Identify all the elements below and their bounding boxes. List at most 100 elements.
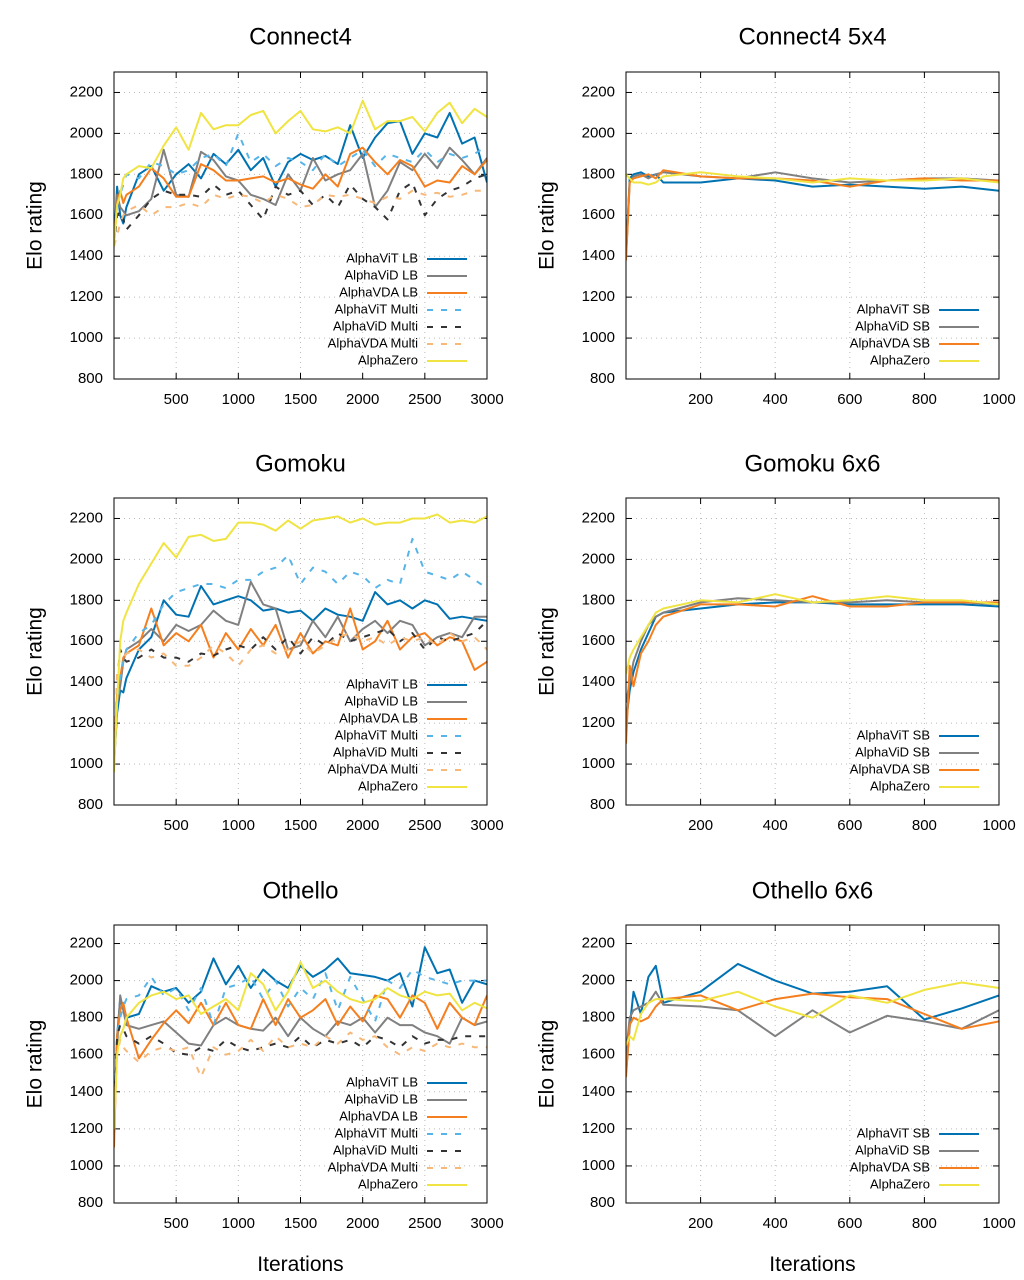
chart-title: Gomoku 6x6 — [744, 450, 880, 477]
chart-panel: Gomoku 800 1000 1200 1400 1600 1800 2000 2200 500… — [24, 450, 504, 834]
legend-label: AlphaVDA LB — [339, 1108, 418, 1123]
x-tick-label: 3000 — [470, 817, 503, 834]
legend: AlphaViT LB AlphaViD LB AlphaVDA LB AlphaVi… — [328, 676, 467, 793]
y-tick-label: 1400 — [582, 1083, 615, 1100]
y-tick-label: 1600 — [582, 632, 615, 649]
legend-label: AlphaVDA Multi — [328, 761, 418, 776]
series-line — [114, 994, 487, 1129]
y-tick-label: 1800 — [70, 1009, 103, 1026]
legend-label: AlphaViT SB — [857, 301, 930, 316]
legend-label: AlphaViD LB — [345, 267, 418, 282]
y-tick-label: 1400 — [582, 247, 615, 264]
legend-label: AlphaViT Multi — [335, 301, 418, 316]
y-tick-label: 1600 — [70, 632, 103, 649]
series-line — [626, 962, 999, 1074]
y-tick-label: 1400 — [582, 673, 615, 690]
legend-label: AlphaVDA SB — [850, 335, 930, 350]
x-tick-label: 2000 — [346, 391, 379, 408]
y-tick-label: 2200 — [582, 83, 615, 100]
legend-label: AlphaVDA LB — [339, 710, 418, 725]
y-tick-label: 2200 — [70, 509, 103, 526]
y-axis-label: Elo rating — [24, 181, 47, 270]
x-tick-label: 1000 — [222, 1215, 255, 1232]
x-tick-label: 2000 — [346, 817, 379, 834]
y-tick-label: 1200 — [582, 288, 615, 305]
y-axis-label: Elo rating — [24, 607, 47, 696]
x-tick-label: 1500 — [284, 1215, 317, 1232]
x-tick-label: 3000 — [470, 391, 503, 408]
x-tick-label: 600 — [837, 391, 862, 408]
series-line — [626, 593, 999, 675]
y-tick-label: 800 — [78, 796, 103, 813]
x-tick-label: 2500 — [408, 1215, 441, 1232]
legend-label: AlphaViT LB — [346, 1074, 418, 1089]
x-tick-label: 2500 — [408, 817, 441, 834]
chart-panel: Connect4 800 1000 1200 1400 1600 1800 2000 2200 5… — [24, 23, 504, 408]
x-tick-label: 1500 — [284, 391, 317, 408]
legend: AlphaViT SB AlphaViD SB AlphaVDA SB AlphaZe… — [850, 301, 979, 367]
legend-label: AlphaViD SB — [855, 318, 930, 333]
y-tick-label: 1200 — [582, 714, 615, 731]
x-tick-label: 800 — [912, 391, 937, 408]
y-tick-label: 2200 — [70, 935, 103, 952]
chart-panel: Othello 800 1000 1200 1400 1600 1800 2000 2200 50… — [24, 877, 504, 1276]
y-tick-label: 1800 — [70, 165, 103, 182]
x-tick-label: 2000 — [346, 1215, 379, 1232]
series-line — [626, 171, 999, 186]
y-tick-label: 1000 — [70, 1157, 103, 1174]
y-tick-label: 800 — [78, 370, 103, 387]
legend: AlphaViT SB AlphaViD SB AlphaVDA SB AlphaZe… — [850, 727, 979, 793]
legend-label: AlphaVDA Multi — [328, 335, 418, 350]
y-tick-label: 2200 — [582, 935, 615, 952]
series-line — [114, 146, 487, 247]
y-tick-label: 2000 — [70, 124, 103, 141]
x-tick-label: 400 — [763, 1215, 788, 1232]
y-tick-label: 1000 — [582, 1157, 615, 1174]
chart-title: Othello — [262, 877, 338, 904]
x-tick-label: 1000 — [982, 817, 1015, 834]
series-line — [626, 992, 999, 1078]
series-line — [626, 171, 999, 257]
legend-label: AlphaViT SB — [857, 1125, 930, 1140]
x-tick-label: 1000 — [222, 817, 255, 834]
x-tick-label: 1000 — [222, 391, 255, 408]
plot-area — [114, 946, 487, 1148]
y-tick-label: 2000 — [582, 124, 615, 141]
x-tick-label: 200 — [688, 391, 713, 408]
y-tick-label: 1200 — [70, 1120, 103, 1137]
legend-label: AlphaViD SB — [855, 1142, 930, 1157]
x-axis-label: Iterations — [257, 1253, 343, 1276]
legend-label: AlphaZero — [358, 1176, 418, 1191]
plot-frame — [113, 71, 488, 380]
legend-label: AlphaZero — [870, 352, 930, 367]
y-tick-label: 2200 — [582, 509, 615, 526]
legend-label: AlphaViD Multi — [333, 1142, 418, 1157]
series-line — [114, 968, 487, 1129]
x-tick-label: 3000 — [470, 1215, 503, 1232]
legend: AlphaViT SB AlphaViD SB AlphaVDA SB AlphaZe… — [850, 1125, 979, 1191]
x-tick-label: 500 — [164, 817, 189, 834]
x-tick-label: 800 — [912, 817, 937, 834]
y-tick-label: 800 — [590, 796, 615, 813]
series-line — [114, 189, 487, 247]
legend-label: AlphaViT Multi — [335, 1125, 418, 1140]
chart-panel: Connect4 5x4 800 1000 1200 1400 1600 1800 2000 2… — [536, 23, 1016, 408]
plot-frame — [625, 71, 1000, 380]
x-tick-label: 400 — [763, 391, 788, 408]
chart-title: Connect4 5x4 — [738, 23, 886, 50]
plot-area — [626, 962, 999, 1078]
legend: AlphaViT LB AlphaViD LB AlphaVDA LB AlphaVi… — [328, 250, 467, 367]
y-tick-label: 1600 — [70, 1046, 103, 1063]
plot-frame — [625, 924, 1000, 1204]
series-line — [114, 99, 487, 247]
chart-title: Othello 6x6 — [752, 877, 873, 904]
y-tick-label: 1000 — [70, 329, 103, 346]
y-axis-label: Elo rating — [24, 1020, 47, 1109]
y-tick-label: 2000 — [70, 972, 103, 989]
series-line — [114, 146, 487, 247]
y-tick-label: 800 — [78, 1194, 103, 1211]
y-tick-label: 1800 — [582, 165, 615, 182]
x-tick-label: 800 — [912, 1215, 937, 1232]
y-tick-label: 1000 — [582, 755, 615, 772]
series-line — [114, 537, 487, 765]
